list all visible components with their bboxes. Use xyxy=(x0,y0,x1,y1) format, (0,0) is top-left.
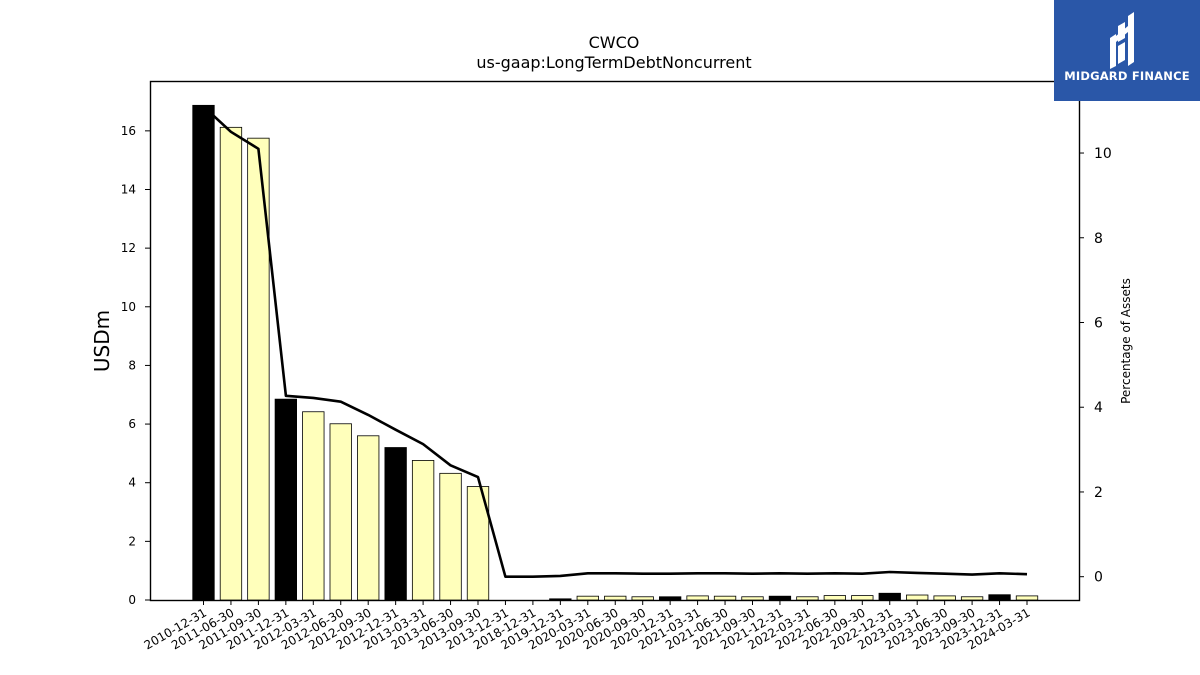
right-axis-ticks: 0 2 4 6 8 10 xyxy=(1079,146,1112,586)
bar xyxy=(851,595,874,601)
bar xyxy=(713,595,737,601)
bar xyxy=(741,596,764,601)
bar xyxy=(659,596,682,601)
bar xyxy=(357,435,380,601)
bar xyxy=(549,598,572,601)
y2-tick-label: 6 xyxy=(1094,315,1103,331)
bar xyxy=(768,595,792,601)
bar xyxy=(933,595,956,601)
bar xyxy=(192,104,215,601)
y-tick-label: 12 xyxy=(121,241,136,255)
y-tick-label: 16 xyxy=(121,124,136,138)
bar xyxy=(878,592,901,601)
left-axis-ticks: 0 2 4 6 8 10 12 14 16 xyxy=(121,124,150,607)
y-tick-label: 8 xyxy=(128,358,136,372)
bar xyxy=(329,423,352,601)
y2-tick-label: 8 xyxy=(1094,231,1103,247)
y-tick-label: 0 xyxy=(128,593,136,607)
y2-tick-label: 2 xyxy=(1094,485,1103,501)
bar xyxy=(1015,595,1039,601)
x-axis-ticks: 2010-12-312011-06-302011-09-302011-12-31… xyxy=(142,600,1033,652)
bar xyxy=(274,398,298,601)
y-tick-label: 10 xyxy=(121,300,136,314)
y2-tick-label: 0 xyxy=(1094,570,1103,586)
bar xyxy=(604,595,627,601)
percentage-line xyxy=(202,105,1028,579)
bar xyxy=(439,472,462,601)
bar xyxy=(906,594,929,601)
midgard-logo-icon xyxy=(1110,12,1134,69)
bar xyxy=(960,596,984,601)
chart-subtitle: us-gaap:LongTermDebtNoncurrent xyxy=(476,53,751,72)
bar xyxy=(686,595,709,601)
bar xyxy=(631,596,654,601)
y-tick-label: 6 xyxy=(128,417,136,431)
y2-tick-label: 4 xyxy=(1094,400,1103,416)
bar xyxy=(796,596,819,601)
y-tick-label: 4 xyxy=(128,476,136,490)
y2-tick-label: 10 xyxy=(1094,146,1112,162)
bar xyxy=(219,126,243,601)
bar xyxy=(302,411,325,601)
y-tick-label: 14 xyxy=(121,182,136,196)
y-axis-label: USDm xyxy=(90,310,114,372)
chart-title: CWCO xyxy=(589,33,640,52)
bar xyxy=(988,594,1011,601)
bar xyxy=(576,595,599,601)
y-tick-label: 2 xyxy=(128,534,136,548)
brand-name: MIDGARD FINANCE xyxy=(1064,69,1190,83)
bars-group xyxy=(192,104,1039,601)
bar xyxy=(823,595,846,601)
brand-logo: MIDGARD FINANCE xyxy=(1054,0,1200,101)
bar xyxy=(411,460,435,601)
bar xyxy=(384,447,407,601)
y2-axis-label: Percentage of Assets xyxy=(1119,278,1133,404)
